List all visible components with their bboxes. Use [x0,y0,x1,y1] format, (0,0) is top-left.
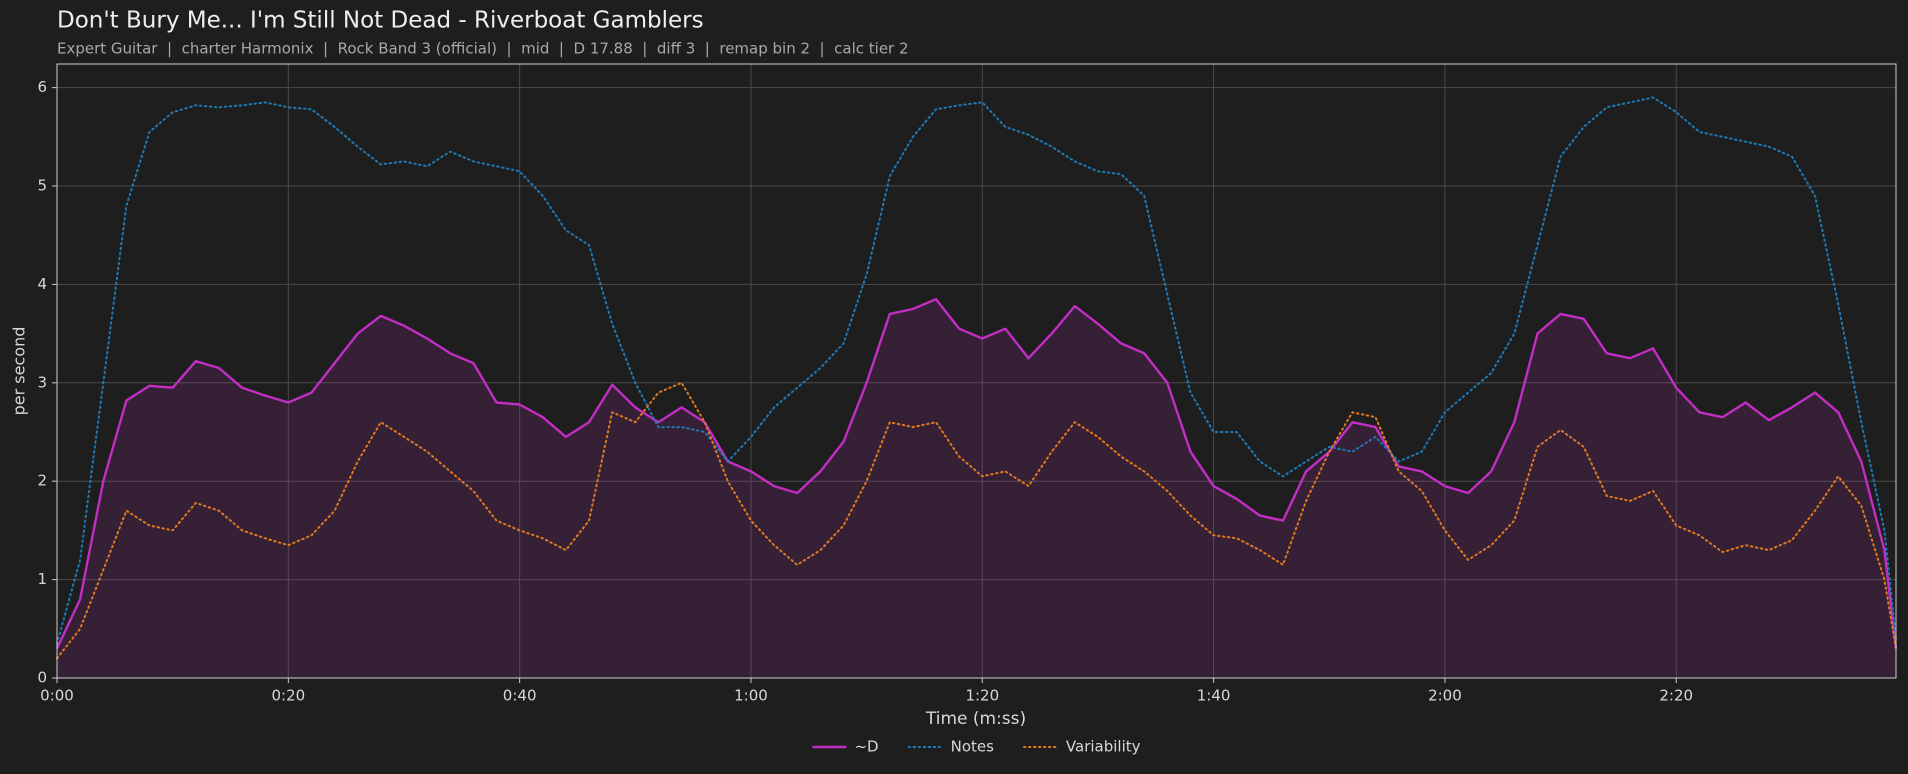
chart-subtitle: Expert Guitar | charter Harmonix | Rock … [57,40,909,58]
area [57,299,1896,678]
legend-label: Variability [1066,738,1141,756]
x-axis-label: Time (m:ss) [925,709,1026,729]
x-tick-label: 0:20 [271,687,305,705]
x-tick-label: 1:20 [965,687,999,705]
line-series [56,381,1897,660]
line-series [55,298,1898,650]
plot-frame [56,63,1897,679]
y-tick-label: 2 [37,472,47,490]
legend: ~D Notes Variability [812,738,1141,756]
y-tick-label: 6 [37,78,47,96]
y-tick-label: 1 [37,570,47,588]
x-tick-label: 0:40 [503,687,537,705]
y-axis-label: per second [10,327,29,416]
legend-label: ~D [854,738,878,756]
x-tick-label: 2:20 [1659,687,1693,705]
chart-title: Don't Bury Me... I'm Still Not Dead - Ri… [57,8,704,34]
y-tick-label: 0 [37,669,47,687]
x-tick-label: 1:40 [1197,687,1231,705]
y-tick-label: 5 [37,177,47,195]
x-tick-label: 2:00 [1428,687,1462,705]
legend-label: Notes [951,738,995,756]
x-tick-label: 1:00 [734,687,768,705]
line-series [56,96,1897,645]
y-tick-label: 3 [37,373,47,391]
y-tick-label: 4 [37,275,47,293]
x-tick-label: 0:00 [40,687,74,705]
